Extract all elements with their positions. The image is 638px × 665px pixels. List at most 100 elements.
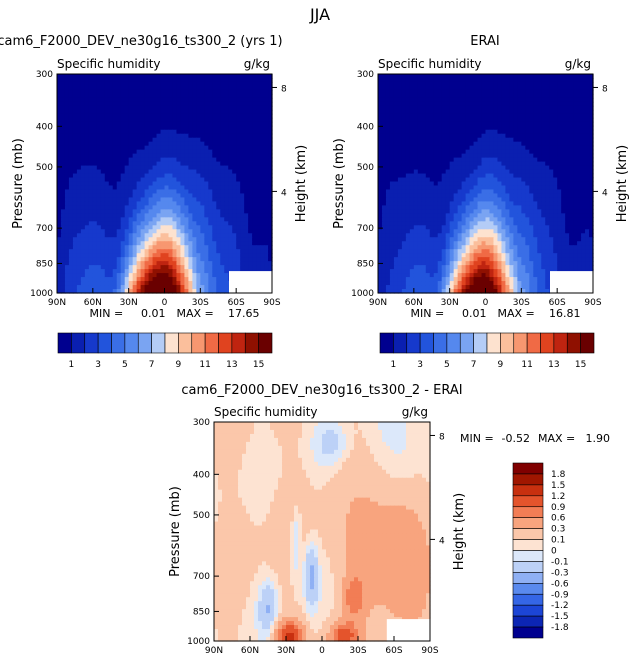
contour-cell xyxy=(517,125,522,131)
contour-cell xyxy=(445,213,451,218)
contour-cell xyxy=(88,145,94,151)
contour-cell xyxy=(581,177,586,183)
contour-cell xyxy=(236,77,241,83)
contour-cell xyxy=(485,181,491,187)
contour-cell xyxy=(224,181,229,187)
contour-cell xyxy=(192,189,197,195)
contour-cell xyxy=(156,193,162,199)
contour-cell xyxy=(401,201,407,206)
contour-cell xyxy=(553,169,558,175)
contour-cell xyxy=(72,233,78,238)
contour-cell xyxy=(513,145,518,151)
contour-cell xyxy=(132,93,138,99)
contour-cell xyxy=(236,193,241,199)
contour-cell xyxy=(120,277,126,282)
colorbar-box xyxy=(204,332,219,354)
contour-cell xyxy=(385,97,391,103)
contour-cell xyxy=(192,93,197,99)
contour-cell xyxy=(152,193,158,199)
contour-cell xyxy=(557,173,562,179)
contour-cell xyxy=(505,193,510,199)
contour-cell xyxy=(164,213,170,218)
contour-cell xyxy=(493,137,499,143)
contour-cell xyxy=(589,185,594,191)
contour-cell xyxy=(501,109,507,115)
contour-cell xyxy=(477,89,483,95)
contour-cell xyxy=(264,157,269,163)
contour-cell xyxy=(577,209,582,214)
contour-cell xyxy=(425,89,431,95)
contour-cell xyxy=(461,113,467,119)
contour-cell xyxy=(160,125,166,131)
contour-cell xyxy=(188,125,193,131)
contour-cell xyxy=(64,125,70,131)
contour-cell xyxy=(200,237,205,242)
contour-cell xyxy=(112,81,118,87)
contour-cell xyxy=(172,265,178,270)
contour-cell xyxy=(220,169,225,175)
contour-cell xyxy=(124,229,130,234)
contour-cell xyxy=(433,105,439,111)
contour-cell xyxy=(545,74,550,79)
contour-cell xyxy=(72,153,78,159)
colorbar-box xyxy=(137,332,152,354)
contour-cell xyxy=(208,74,213,79)
contour-cell xyxy=(228,181,233,187)
contour-cell xyxy=(497,149,503,155)
contour-cell xyxy=(176,237,182,242)
contour-cell xyxy=(136,201,142,206)
contour-cell xyxy=(549,153,554,159)
contour-cell xyxy=(176,145,182,151)
contour-cell xyxy=(433,209,439,214)
contour-cell xyxy=(112,121,118,127)
contour-cell xyxy=(148,233,154,238)
contour-cell xyxy=(64,81,70,87)
contour-cell xyxy=(256,249,261,254)
contour-cell xyxy=(381,133,387,139)
contour-cell xyxy=(521,181,526,187)
contour-cell xyxy=(156,217,162,222)
contour-cell xyxy=(208,101,213,107)
contour-cell xyxy=(204,269,209,274)
contour-cell xyxy=(433,197,439,203)
contour-cell xyxy=(84,281,90,286)
contour-cell xyxy=(208,141,213,147)
contour-cell xyxy=(188,265,193,270)
contour-cell xyxy=(260,101,265,107)
contour-cell xyxy=(204,257,209,262)
contour-cell xyxy=(184,74,189,79)
contour-cell xyxy=(513,209,518,214)
contour-cell xyxy=(200,213,205,218)
contour-cell xyxy=(140,285,146,290)
contour-cell xyxy=(569,109,574,115)
contour-cell xyxy=(144,97,150,103)
contour-cell xyxy=(196,81,201,87)
contour-cell xyxy=(180,209,186,214)
contour-cell xyxy=(148,129,154,135)
contour-cell xyxy=(192,221,197,226)
contour-cell xyxy=(196,181,201,187)
contour-cell xyxy=(433,165,439,171)
contour-cell xyxy=(541,137,546,143)
contour-cell xyxy=(449,129,455,135)
contour-cell xyxy=(429,181,435,187)
contour-cell xyxy=(260,261,265,266)
contour-cell xyxy=(188,141,193,147)
contour-cell xyxy=(541,77,546,83)
contour-cell xyxy=(268,217,273,222)
contour-cell xyxy=(220,277,225,282)
contour-cell xyxy=(577,149,582,155)
contour-cell xyxy=(425,153,431,159)
contour-cell xyxy=(405,133,411,139)
contour-cell xyxy=(437,85,443,91)
contour-cell xyxy=(164,157,170,163)
contour-cell xyxy=(136,177,142,183)
contour-cell xyxy=(425,113,431,119)
contour-cell xyxy=(493,105,499,111)
contour-cell xyxy=(252,149,257,155)
contour-cell xyxy=(84,245,90,250)
contour-cell xyxy=(585,137,590,143)
contour-cell xyxy=(140,185,146,191)
contour-cell xyxy=(57,209,62,214)
